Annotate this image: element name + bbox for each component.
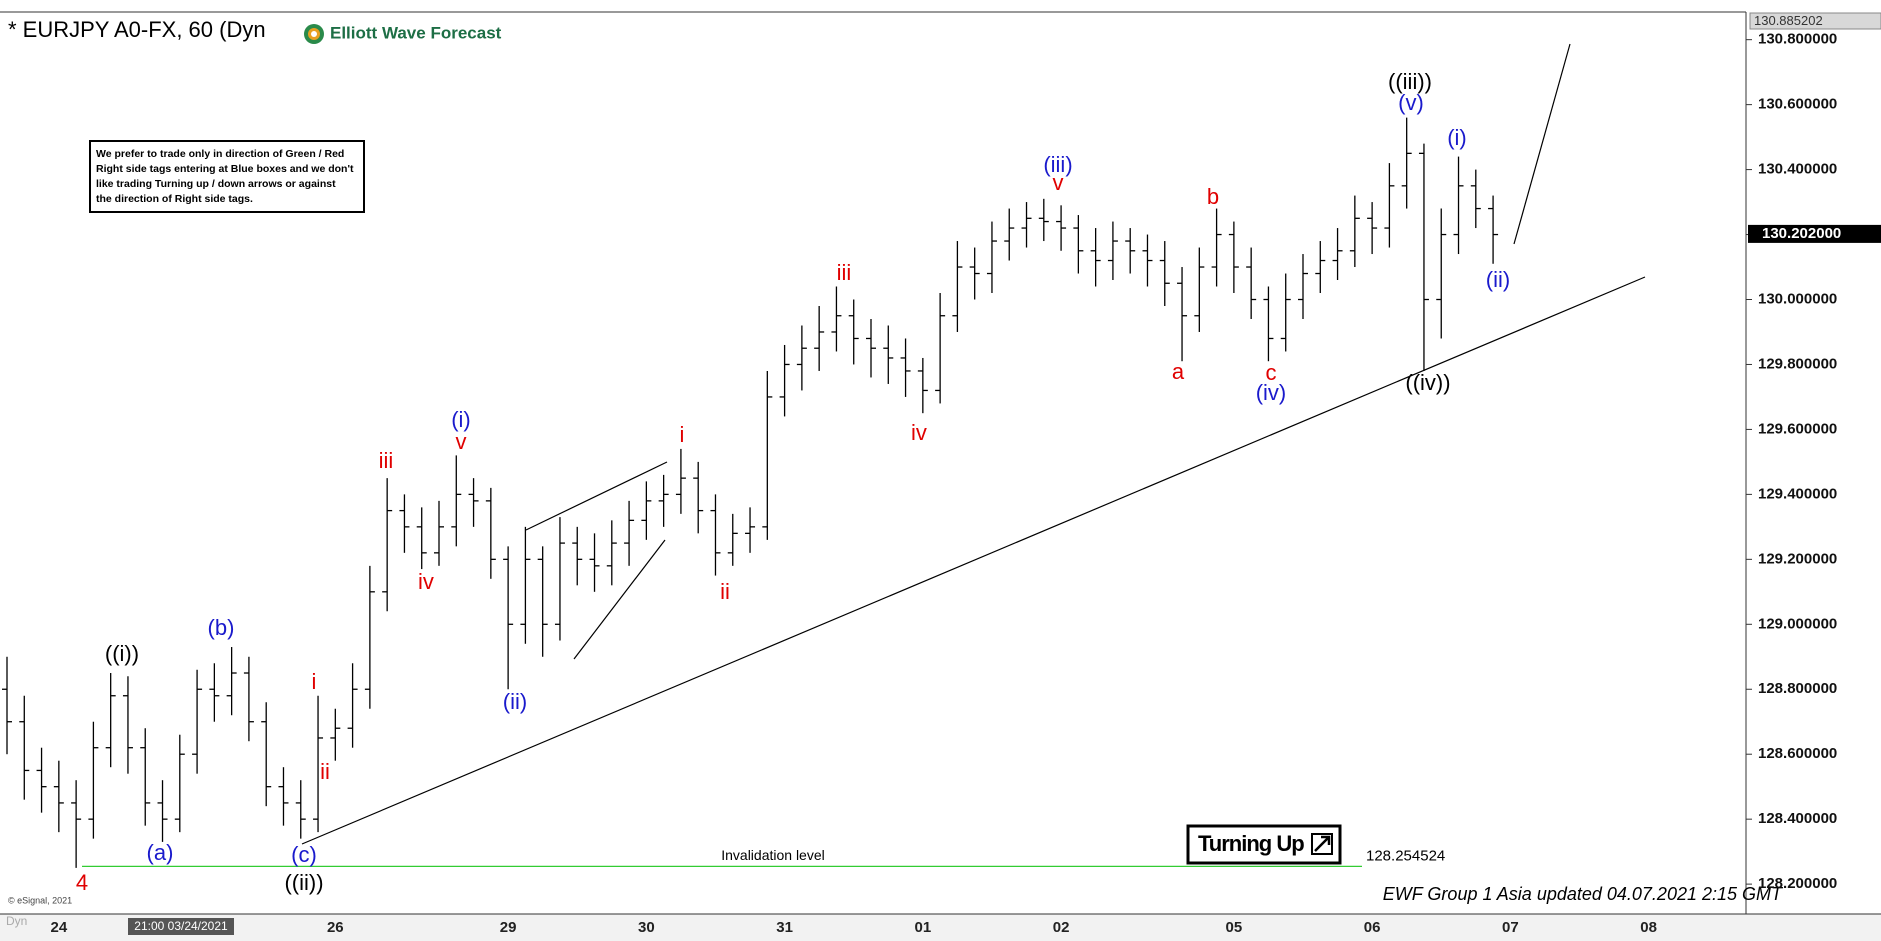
projection-line bbox=[1513, 43, 1571, 245]
wave-label: (c) bbox=[291, 842, 317, 867]
invalidation-label: Invalidation level bbox=[721, 847, 825, 863]
wave-label: i bbox=[312, 669, 317, 694]
chart-title: * EURJPY A0-FX, 60 (Dyn bbox=[8, 17, 266, 42]
wave-label: ii bbox=[720, 579, 730, 604]
time-axis-strip bbox=[0, 914, 1881, 941]
wave-label: iv bbox=[418, 569, 434, 594]
wave-label: (iv) bbox=[1256, 380, 1287, 405]
note-line: Right side tags entering at Blue boxes a… bbox=[96, 163, 354, 175]
wave-label: iii bbox=[379, 448, 394, 473]
wave-label: iii bbox=[837, 260, 852, 285]
x-tick-label: 06 bbox=[1364, 919, 1381, 936]
wave-label: 4 bbox=[76, 870, 88, 895]
top-price-tag bbox=[1749, 12, 1881, 30]
corner-label: Dyn bbox=[6, 914, 27, 928]
wave-label: ii bbox=[320, 759, 330, 784]
cursor-tag bbox=[128, 918, 234, 935]
x-tick-label: 07 bbox=[1502, 919, 1519, 936]
x-tick-label: 26 bbox=[327, 919, 344, 936]
note-line: We prefer to trade only in direction of … bbox=[96, 148, 344, 160]
badge-text: Turning Up bbox=[1198, 831, 1304, 856]
note-line: the direction of Right side tags. bbox=[96, 193, 253, 205]
y-tick-label: 128.200000 bbox=[1758, 875, 1837, 892]
note-box bbox=[89, 140, 365, 213]
last-price-tag bbox=[1748, 224, 1881, 243]
y-tick-label: 130.600000 bbox=[1758, 96, 1837, 113]
y-tick-label: 129.800000 bbox=[1758, 355, 1837, 372]
wave-label: ((i)) bbox=[105, 641, 139, 666]
y-tick-label: 130.800000 bbox=[1758, 31, 1837, 48]
wave-label: (b) bbox=[208, 615, 235, 640]
y-tick-label: 130.400000 bbox=[1758, 161, 1837, 178]
wave-label: i bbox=[680, 422, 685, 447]
logo-text: Elliott Wave Forecast bbox=[330, 23, 502, 42]
y-tick-label: 129.200000 bbox=[1758, 550, 1837, 567]
wave-label: b bbox=[1207, 184, 1219, 209]
logo-icon bbox=[311, 31, 317, 37]
x-tick-label: 29 bbox=[500, 919, 517, 936]
channel-line bbox=[573, 539, 666, 660]
top-price-label: 130.885202 bbox=[1754, 13, 1823, 28]
wave-label: (iii) bbox=[1043, 152, 1072, 177]
y-tick-label: 128.600000 bbox=[1758, 745, 1837, 762]
x-tick-label: 24 bbox=[50, 919, 67, 936]
logo-backdrop bbox=[300, 18, 520, 50]
wave-label: (i) bbox=[1447, 125, 1467, 150]
last-price-label: 130.202000 bbox=[1762, 225, 1841, 242]
x-tick-label: 01 bbox=[914, 919, 931, 936]
wave-label: v bbox=[1053, 170, 1064, 195]
badge-arrow bbox=[1314, 835, 1331, 852]
channel-line bbox=[525, 461, 668, 531]
cursor-label: 21:00 03/24/2021 bbox=[134, 919, 228, 933]
x-tick-label: 30 bbox=[638, 919, 655, 936]
x-tick-label: 05 bbox=[1226, 919, 1243, 936]
wave-label: (ii) bbox=[503, 689, 527, 714]
y-tick-label: 129.400000 bbox=[1758, 485, 1837, 502]
wave-label: v bbox=[456, 429, 467, 454]
wave-label: ((iv)) bbox=[1405, 370, 1450, 395]
trend-line bbox=[301, 276, 1646, 845]
x-tick-label: 02 bbox=[1053, 919, 1070, 936]
y-tick-label: 128.800000 bbox=[1758, 680, 1837, 697]
wave-label: (ii) bbox=[1486, 267, 1510, 292]
badge-box bbox=[1186, 824, 1342, 865]
wave-label: (a) bbox=[147, 840, 174, 865]
y-tick-label: 130.000000 bbox=[1758, 290, 1837, 307]
x-tick-label: 31 bbox=[776, 919, 793, 936]
y-tick-label: 129.600000 bbox=[1758, 420, 1837, 437]
wave-label: c bbox=[1266, 360, 1277, 385]
x-tick-label: 08 bbox=[1640, 919, 1657, 936]
wave-label: ((ii)) bbox=[284, 870, 323, 895]
wave-label: (i) bbox=[451, 407, 471, 432]
wave-label: (v) bbox=[1398, 90, 1424, 115]
invalidation-value: 128.254524 bbox=[1366, 847, 1445, 864]
note-line: like trading Turning up / down arrows or… bbox=[96, 178, 336, 190]
copyright: © eSignal, 2021 bbox=[8, 895, 72, 905]
footer: EWF Group 1 Asia updated 04.07.2021 2:15… bbox=[1383, 884, 1784, 904]
y-tick-label: 128.400000 bbox=[1758, 810, 1837, 827]
wave-label: ((iii)) bbox=[1388, 69, 1432, 94]
y-tick-label: 129.000000 bbox=[1758, 615, 1837, 632]
wave-label: a bbox=[1172, 359, 1185, 384]
badge-icon bbox=[1311, 833, 1333, 855]
wave-label: iv bbox=[911, 420, 927, 445]
